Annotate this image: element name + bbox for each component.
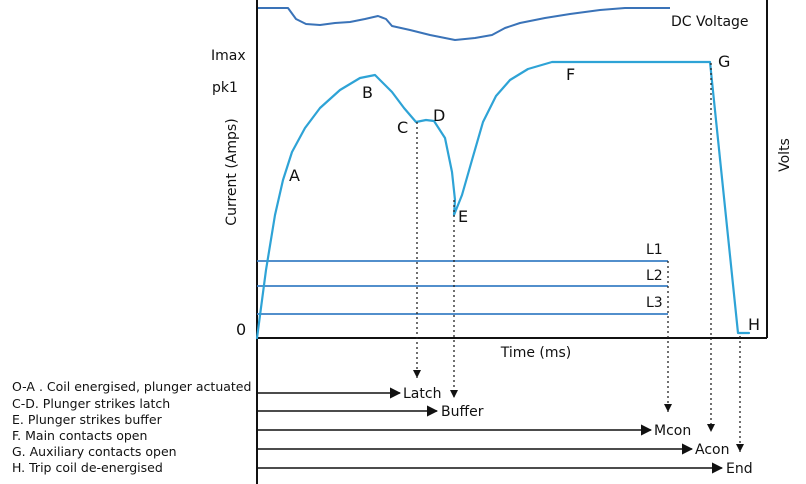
- level-label-l1: L1: [646, 242, 663, 258]
- legend-item: H. Trip coil de-energised: [12, 460, 163, 475]
- current-trace: [255, 60, 751, 340]
- event-label-buffer: Buffer: [441, 404, 484, 420]
- point-label-a: A: [289, 166, 300, 185]
- event-label-end: End: [726, 461, 753, 477]
- legend-item: O-A . Coil energised, plunger actuated: [12, 379, 251, 394]
- x-axis-label: Time (ms): [500, 345, 572, 361]
- point-label-g: G: [718, 52, 730, 71]
- imax-label: Imax: [211, 48, 246, 64]
- pk1-label: pk1: [212, 80, 238, 96]
- point-label-h: H: [748, 315, 760, 334]
- event-label-mcon: Mcon: [654, 423, 691, 439]
- arrowhead-buffer: [450, 390, 458, 398]
- legend-item: F. Main contacts open: [12, 428, 147, 443]
- arrowhead-end: [736, 444, 744, 452]
- level-label-l2: L2: [646, 268, 663, 284]
- arrowhead-latch: [413, 370, 421, 378]
- dc-voltage-trace: [257, 7, 670, 41]
- event-label-latch: Latch: [403, 386, 441, 402]
- legend-item: C-D. Plunger strikes latch: [12, 396, 170, 411]
- right-axis-label: Volts: [777, 138, 793, 172]
- level-label-l3: L3: [646, 295, 663, 311]
- arrowhead-acon: [707, 424, 715, 432]
- point-label-c: C: [397, 118, 408, 137]
- point-label-e: E: [458, 207, 468, 226]
- legend-item: G. Auxiliary contacts open: [12, 444, 177, 459]
- point-label-b: B: [362, 83, 373, 102]
- point-label-f: F: [566, 65, 575, 84]
- y-axis-label: Current (Amps): [224, 118, 240, 225]
- legend-item: E. Plunger strikes buffer: [12, 412, 163, 427]
- zero-label: 0: [236, 320, 246, 339]
- point-label-d: D: [433, 106, 445, 125]
- event-label-acon: Acon: [695, 442, 729, 458]
- dc-voltage-label: DC Voltage: [671, 14, 749, 30]
- arrowhead-mcon: [664, 404, 672, 412]
